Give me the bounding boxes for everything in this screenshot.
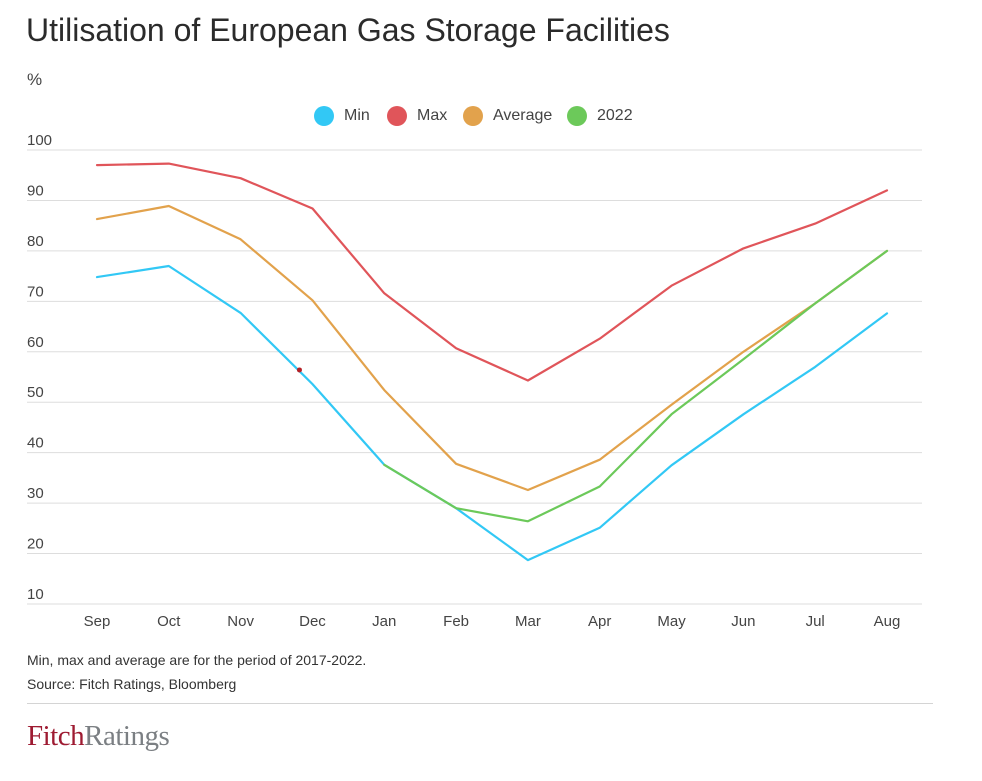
legend-label-min: Min bbox=[344, 107, 370, 124]
y-tick-label-30: 30 bbox=[27, 485, 44, 502]
series-line-2022 bbox=[383, 249, 889, 523]
y-tick-label-80: 80 bbox=[27, 233, 44, 250]
legend-swatch-average bbox=[463, 106, 483, 126]
footnote-period: Min, max and average are for the period … bbox=[27, 652, 367, 668]
y-tick-label-100: 100 bbox=[27, 132, 52, 149]
chart-notes: Min, max and average are for the period … bbox=[27, 648, 366, 696]
y-tick-label-90: 90 bbox=[27, 182, 44, 199]
legend-swatch-2022 bbox=[567, 106, 587, 126]
x-tick-label-dec: Dec bbox=[299, 613, 326, 630]
x-tick-label-jul: Jul bbox=[806, 613, 825, 630]
y-tick-label-20: 20 bbox=[27, 536, 44, 553]
x-tick-label-aug: Aug bbox=[874, 613, 901, 630]
x-tick-label-oct: Oct bbox=[157, 613, 181, 630]
legend-swatch-max bbox=[387, 106, 407, 126]
logo-part-fitch: Fitch bbox=[27, 720, 85, 752]
x-tick-label-feb: Feb bbox=[443, 613, 469, 630]
x-tick-label-may: May bbox=[657, 613, 686, 630]
y-tick-label-70: 70 bbox=[27, 283, 44, 300]
legend: Min Max Average 2022 bbox=[0, 104, 982, 128]
series-line-max bbox=[95, 162, 889, 382]
footnote-source: Source: Fitch Ratings, Bloomberg bbox=[27, 676, 237, 692]
chart-title: Utilisation of European Gas Storage Faci… bbox=[26, 12, 670, 48]
legend-item-average[interactable]: Average bbox=[463, 104, 552, 128]
y-tick-label-60: 60 bbox=[27, 334, 44, 351]
legend-item-max[interactable]: Max bbox=[387, 104, 447, 128]
legend-swatch-min bbox=[314, 106, 334, 126]
footer-divider bbox=[27, 703, 933, 704]
x-tick-label-mar: Mar bbox=[515, 613, 541, 630]
legend-item-2022[interactable]: 2022 bbox=[567, 104, 633, 128]
y-axis-unit-label: % bbox=[27, 70, 43, 89]
x-tick-label-sep: Sep bbox=[84, 613, 111, 630]
legend-label-2022: 2022 bbox=[597, 107, 633, 124]
y-tick-label-50: 50 bbox=[27, 384, 44, 401]
x-tick-label-nov: Nov bbox=[227, 613, 254, 630]
series-line-min bbox=[95, 264, 889, 562]
annotation-marker-0 bbox=[296, 367, 302, 373]
legend-label-max: Max bbox=[417, 107, 448, 124]
legend-item-min[interactable]: Min bbox=[314, 104, 370, 128]
series-line-average bbox=[95, 204, 889, 492]
x-tick-label-jun: Jun bbox=[731, 613, 755, 630]
y-tick-label-10: 10 bbox=[27, 586, 44, 603]
y-tick-label-40: 40 bbox=[27, 435, 44, 452]
x-tick-label-apr: Apr bbox=[588, 613, 611, 630]
logo-part-ratings: Ratings bbox=[84, 720, 170, 752]
x-tick-label-jan: Jan bbox=[372, 613, 396, 630]
line-chart: 100 90 80 70 60 50 40 30 20 10 Sep Oct Nov Dec Jan Feb M… bbox=[27, 132, 922, 630]
legend-label-average: Average bbox=[493, 107, 553, 124]
fitch-ratings-logo: FitchRatings bbox=[27, 720, 170, 753]
